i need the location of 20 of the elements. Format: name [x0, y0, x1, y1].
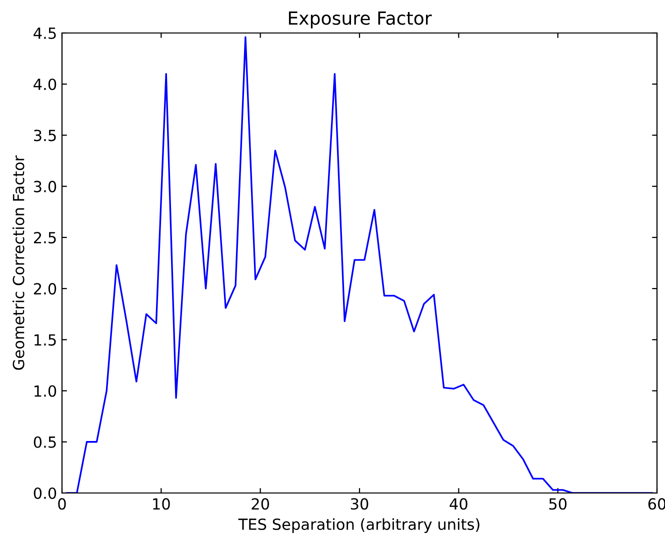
chart-title: Exposure Factor	[288, 12, 432, 28]
line-series	[66, 36, 653, 493]
x-tick-label: 30	[350, 498, 368, 510]
y-tick-label: 1.5	[34, 334, 56, 346]
y-tick-label: 1.0	[34, 385, 56, 397]
x-tick-label: 20	[252, 498, 270, 510]
y-tick-label: 2.5	[34, 232, 56, 244]
y-tick-label: 0.5	[34, 436, 56, 448]
x-tick-label: 0	[58, 498, 66, 510]
y-tick-label: 4.5	[34, 28, 56, 40]
x-tick-label: 40	[450, 498, 468, 510]
y-tick-label: 3.5	[34, 130, 56, 142]
y-axis-title: Geometric Correction Factor	[12, 155, 24, 370]
y-tick-label: 0.0	[34, 487, 56, 500]
x-axis-title: TES Separation (arbitrary units)	[238, 518, 480, 533]
x-tick-label: 50	[549, 498, 567, 510]
y-tick-label: 2.0	[34, 283, 56, 295]
y-tick-label: 4.0	[34, 78, 56, 90]
y-tick-label: 3.0	[34, 180, 56, 192]
x-tick-label: 10	[153, 498, 170, 510]
